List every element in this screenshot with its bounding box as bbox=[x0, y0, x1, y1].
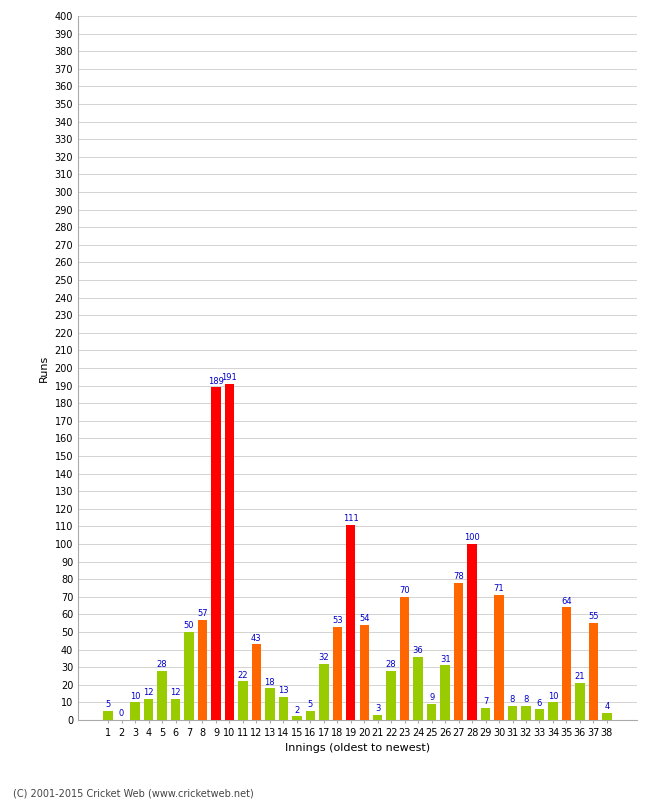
Bar bbox=[535, 710, 544, 720]
Bar bbox=[103, 711, 113, 720]
Text: 8: 8 bbox=[523, 695, 528, 704]
Bar bbox=[427, 704, 436, 720]
Text: 10: 10 bbox=[130, 692, 140, 701]
Bar bbox=[319, 664, 328, 720]
Text: 43: 43 bbox=[251, 634, 262, 642]
Bar bbox=[333, 626, 342, 720]
Text: 189: 189 bbox=[208, 377, 224, 386]
Bar bbox=[575, 683, 584, 720]
Bar bbox=[346, 525, 356, 720]
Text: 55: 55 bbox=[588, 613, 599, 622]
Text: 13: 13 bbox=[278, 686, 289, 695]
Bar bbox=[494, 595, 504, 720]
Text: 78: 78 bbox=[453, 572, 464, 581]
Text: 21: 21 bbox=[575, 672, 585, 682]
Text: 70: 70 bbox=[399, 586, 410, 595]
Bar bbox=[400, 597, 410, 720]
Bar bbox=[144, 699, 153, 720]
X-axis label: Innings (oldest to newest): Innings (oldest to newest) bbox=[285, 743, 430, 753]
Text: 3: 3 bbox=[375, 704, 380, 713]
Text: 4: 4 bbox=[604, 702, 610, 711]
Bar bbox=[198, 620, 207, 720]
Text: 53: 53 bbox=[332, 616, 343, 625]
Bar bbox=[454, 582, 463, 720]
Text: (C) 2001-2015 Cricket Web (www.cricketweb.net): (C) 2001-2015 Cricket Web (www.cricketwe… bbox=[13, 788, 254, 798]
Bar bbox=[521, 706, 530, 720]
Bar bbox=[562, 607, 571, 720]
Text: 10: 10 bbox=[548, 692, 558, 701]
Text: 18: 18 bbox=[265, 678, 275, 686]
Text: 64: 64 bbox=[561, 597, 572, 606]
Bar bbox=[252, 644, 261, 720]
Text: 191: 191 bbox=[222, 373, 237, 382]
Text: 57: 57 bbox=[197, 609, 208, 618]
Bar bbox=[157, 670, 167, 720]
Bar bbox=[306, 711, 315, 720]
Text: 22: 22 bbox=[238, 670, 248, 679]
Bar bbox=[387, 670, 396, 720]
Text: 5: 5 bbox=[105, 701, 110, 710]
Bar bbox=[373, 714, 382, 720]
Bar bbox=[467, 544, 477, 720]
Text: 7: 7 bbox=[483, 697, 488, 706]
Text: 100: 100 bbox=[464, 534, 480, 542]
Text: 31: 31 bbox=[440, 654, 450, 664]
Y-axis label: Runs: Runs bbox=[39, 354, 49, 382]
Bar bbox=[508, 706, 517, 720]
Bar bbox=[589, 623, 598, 720]
Text: 111: 111 bbox=[343, 514, 359, 523]
Bar bbox=[171, 699, 180, 720]
Text: 36: 36 bbox=[413, 646, 424, 655]
Text: 50: 50 bbox=[184, 622, 194, 630]
Bar bbox=[211, 387, 221, 720]
Text: 71: 71 bbox=[494, 584, 504, 594]
Text: 28: 28 bbox=[386, 660, 396, 669]
Bar bbox=[292, 717, 302, 720]
Bar bbox=[238, 682, 248, 720]
Text: 0: 0 bbox=[119, 710, 124, 718]
Text: 8: 8 bbox=[510, 695, 515, 704]
Text: 9: 9 bbox=[429, 694, 434, 702]
Bar bbox=[265, 688, 274, 720]
Text: 12: 12 bbox=[170, 688, 181, 697]
Bar bbox=[481, 708, 490, 720]
Text: 6: 6 bbox=[537, 698, 542, 708]
Bar bbox=[131, 702, 140, 720]
Bar bbox=[413, 657, 423, 720]
Text: 54: 54 bbox=[359, 614, 369, 623]
Bar bbox=[602, 713, 612, 720]
Text: 5: 5 bbox=[307, 701, 313, 710]
Bar bbox=[441, 666, 450, 720]
Text: 2: 2 bbox=[294, 706, 300, 714]
Bar bbox=[548, 702, 558, 720]
Text: 32: 32 bbox=[318, 653, 329, 662]
Bar bbox=[225, 384, 234, 720]
Bar bbox=[279, 697, 288, 720]
Bar bbox=[185, 632, 194, 720]
Text: 12: 12 bbox=[143, 688, 154, 697]
Text: 28: 28 bbox=[157, 660, 167, 669]
Bar bbox=[359, 625, 369, 720]
